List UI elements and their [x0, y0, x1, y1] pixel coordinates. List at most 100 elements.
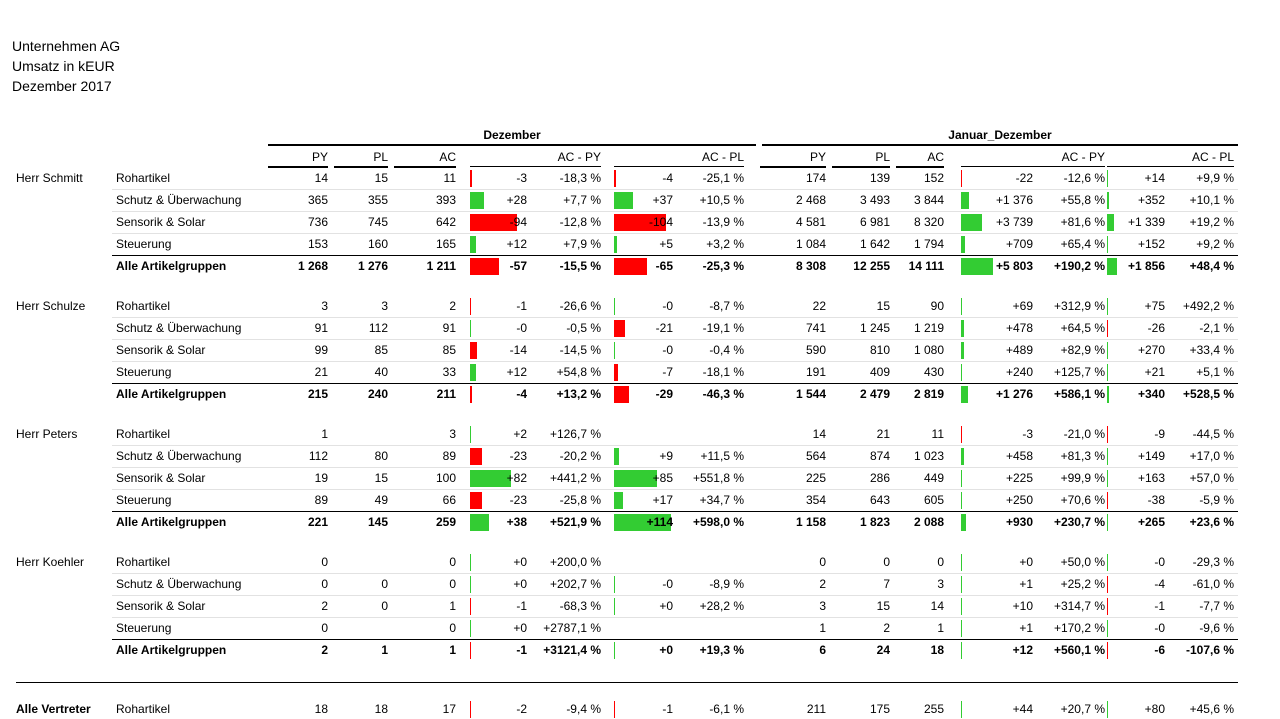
month-ac-py-delta: +0	[513, 555, 527, 569]
month-pl-value: 0	[381, 577, 388, 591]
ytd-ac-pl-percent: -29,3 %	[1192, 555, 1234, 569]
month-dpy-bar	[470, 192, 484, 209]
ytd-dpy-bar	[961, 214, 982, 231]
ytd-ac-py-percent: +25,2 %	[1060, 577, 1105, 591]
ytd-ac-value: 14	[930, 599, 944, 613]
ytd-ac-pl-delta: +163	[1137, 471, 1165, 485]
month-dpy-bar	[470, 170, 472, 187]
month-ac-pl-delta: +9	[659, 449, 673, 463]
ytd-ac-py-delta: +5 803	[995, 259, 1033, 273]
month-pl-value: 3	[381, 299, 388, 313]
ytd-py-value: 174	[805, 171, 826, 185]
ytd-ac-pl-delta: -6	[1154, 643, 1165, 657]
month-pl-value: 80	[374, 449, 388, 463]
month-dpy-bar	[470, 448, 482, 465]
month-ac-pl-delta: -0	[662, 577, 673, 591]
month-ac-py-delta: -23	[509, 493, 527, 507]
ytd-dpl-bar	[1107, 514, 1109, 531]
month-ac-py-delta: -1	[516, 299, 527, 313]
ytd-ac-py-percent: -21,0 %	[1063, 427, 1105, 441]
row-label: Sensorik & Solar	[116, 471, 206, 485]
ytd-ac-value: 430	[923, 365, 944, 379]
row-label: Rohartikel	[116, 427, 171, 441]
month-ac-py-percent: -68,3 %	[559, 599, 601, 613]
ytd-ac-pl-percent: -7,7 %	[1199, 599, 1234, 613]
month-ac-pl-delta: +5	[659, 237, 673, 251]
ytd-ac-pl-delta: +75	[1144, 299, 1165, 313]
month-dpl-axis	[614, 642, 615, 659]
ytd-pl-value: 24	[876, 643, 890, 657]
total-rule	[112, 383, 1238, 384]
ytd-dpl-axis	[1107, 470, 1108, 487]
ytd-pl-value: 286	[869, 471, 890, 485]
row-label: Sensorik & Solar	[116, 215, 206, 229]
ytd-ac-pl-delta: -9	[1154, 427, 1165, 441]
ytd-pl-value: 15	[876, 599, 890, 613]
month-dpy-bar	[470, 364, 476, 381]
ytd-dpl-axis	[1107, 642, 1108, 659]
month-ac-py-percent: +126,7 %	[549, 427, 601, 441]
month-ac-pl-delta: +85	[652, 471, 673, 485]
ytd-ac-value: 1 023	[913, 449, 944, 463]
month-ac-pl-delta: +114	[646, 515, 673, 529]
ytd-ac-value: 0	[937, 555, 944, 569]
month-ac-py-percent: +7,9 %	[563, 237, 601, 251]
ytd-ac-py-percent: +560,1 %	[1053, 643, 1105, 657]
ytd-ac-py-delta: -22	[1015, 171, 1033, 185]
ytd-ac-pl-delta: +270	[1137, 343, 1165, 357]
month-dpy-axis	[470, 554, 471, 571]
month-ac-value: 642	[435, 215, 456, 229]
column-rule-ytd-py	[760, 166, 826, 168]
month-ac-py-delta: -2	[516, 702, 527, 716]
month-pl-value: 15	[374, 171, 388, 185]
month-dpl-bar	[614, 236, 617, 253]
month-ac-py-percent: +441,2 %	[549, 471, 601, 485]
month-dpy-axis	[470, 298, 471, 315]
month-dpy-axis	[470, 620, 471, 637]
month-ac-py-percent: -9,4 %	[566, 702, 601, 716]
month-ac-value: 100	[435, 471, 456, 485]
month-pl-value: 1 276	[357, 259, 388, 273]
month-ac-pl-delta: -0	[662, 343, 673, 357]
column-rule-ytd-ac-pl	[1107, 166, 1234, 167]
group-name: Alle Vertreter	[16, 702, 91, 716]
row-separator	[112, 233, 1238, 234]
ytd-pl-value: 810	[869, 343, 890, 357]
month-dpy-bar	[470, 236, 476, 253]
ytd-ac-pl-percent: +33,4 %	[1189, 343, 1234, 357]
ytd-dpl-axis	[1107, 426, 1108, 443]
ytd-ac-py-delta: +240	[1005, 365, 1033, 379]
group-name: Herr Schmitt	[16, 171, 83, 185]
ytd-py-value: 14	[812, 427, 826, 441]
row-label: Alle Artikelgruppen	[116, 643, 227, 657]
row-label: Rohartikel	[116, 171, 171, 185]
month-ac-pl-percent: -6,1 %	[709, 702, 744, 716]
ytd-py-value: 22	[812, 299, 826, 313]
ytd-ac-py-percent: +50,0 %	[1060, 555, 1105, 569]
column-header-ytd-ac-py: AC - PY	[1061, 150, 1105, 164]
month-ac-value: 0	[449, 577, 456, 591]
column-rule-month-py	[268, 166, 328, 168]
month-pl-value: 1	[381, 643, 388, 657]
month-ac-py-percent: +521,9 %	[549, 515, 601, 529]
ytd-ac-py-delta: +0	[1019, 555, 1033, 569]
month-ac-py-delta: +12	[506, 365, 527, 379]
month-ac-pl-delta: -4	[662, 171, 673, 185]
ytd-py-value: 211	[806, 702, 826, 716]
row-label: Rohartikel	[116, 702, 171, 716]
month-ac-pl-percent: -0,4 %	[709, 343, 744, 357]
month-ac-value: 85	[442, 343, 456, 357]
ytd-pl-value: 7	[883, 577, 890, 591]
month-ac-pl-delta: -7	[662, 365, 673, 379]
row-separator	[112, 317, 1238, 318]
month-py-value: 0	[321, 621, 328, 635]
ytd-dpy-axis	[961, 426, 962, 443]
month-dpl-bar	[614, 492, 623, 509]
month-ac-py-delta: -1	[516, 599, 527, 613]
ytd-dpy-axis	[961, 576, 962, 593]
month-ac-py-delta: -23	[509, 449, 527, 463]
month-dpl-bar	[614, 514, 671, 531]
month-ac-value: 89	[442, 449, 456, 463]
month-ac-value: 1 211	[426, 259, 456, 273]
month-ac-py-percent: -20,2 %	[559, 449, 601, 463]
